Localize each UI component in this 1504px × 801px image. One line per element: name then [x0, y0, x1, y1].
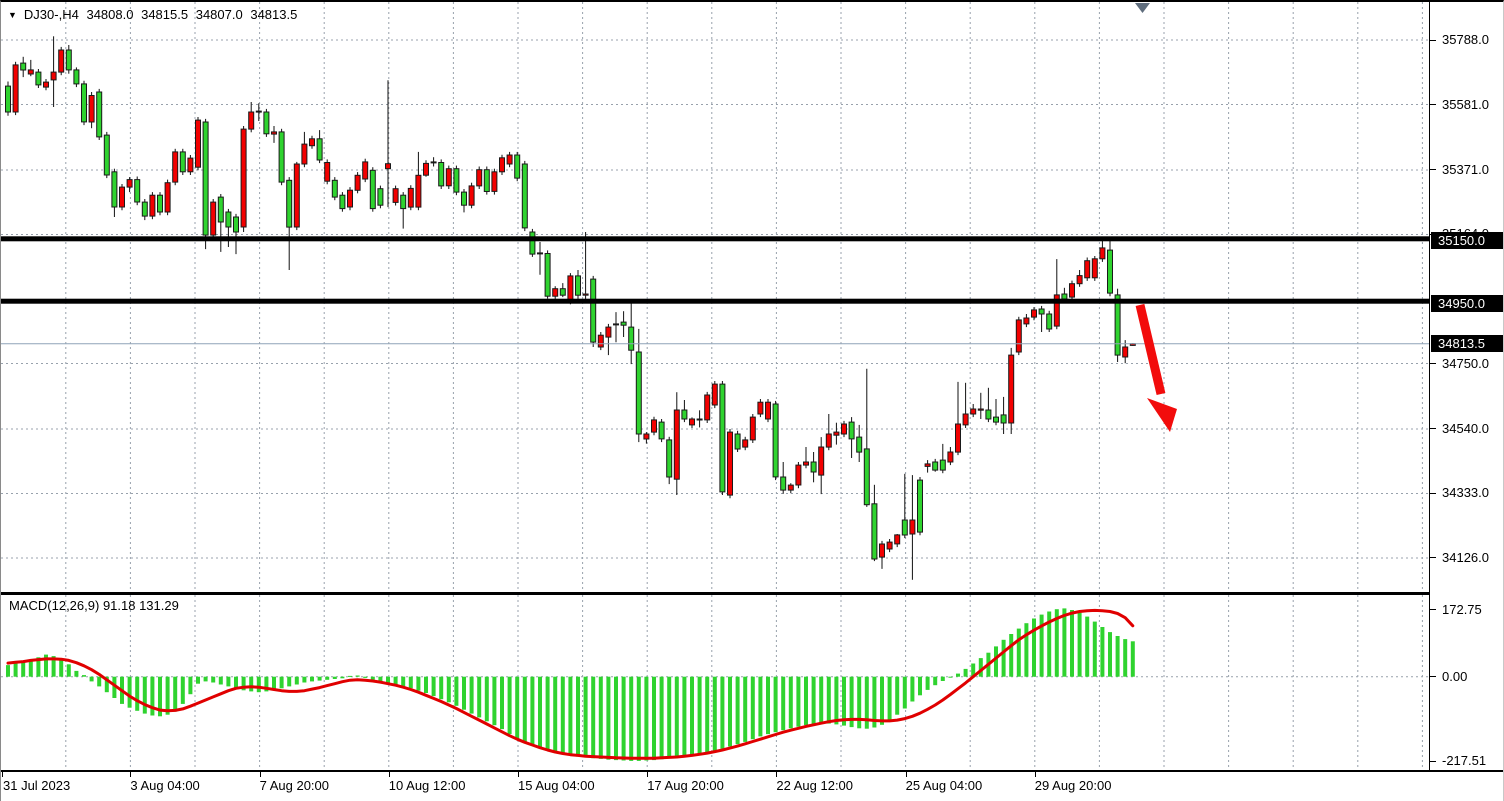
time-tick-label: 22 Aug 12:00 — [776, 778, 854, 793]
macd-indicator-canvas[interactable] — [1, 595, 1429, 770]
panel-separator[interactable] — [1, 592, 1429, 595]
axis-tick-mark — [1430, 428, 1436, 430]
axis-tick-mark — [1430, 676, 1436, 678]
close-value: 34813.5 — [250, 7, 298, 22]
axis-tick-mark — [1430, 760, 1436, 762]
axis-tick-mark — [1430, 39, 1436, 41]
macd-tick-label: -217.51 — [1442, 753, 1487, 769]
time-axis[interactable]: 31 Jul 2023 3 Aug 04:00 7 Aug 20:00 10 Aug … — [1, 772, 1503, 801]
price-tick-label: 34750.0 — [1442, 355, 1489, 371]
level-price-badge: 34950.0 — [1431, 294, 1503, 312]
axis-tick-mark — [1430, 169, 1436, 171]
axis-tick-mark — [1430, 492, 1436, 494]
chevron-down-icon[interactable]: ▼ — [8, 10, 17, 20]
symbol-period-label: DJ30-,H4 — [23, 7, 79, 22]
time-tick-mark — [2, 772, 3, 777]
time-tick-mark — [905, 772, 907, 777]
time-tick-label: 15 Aug 04:00 — [518, 778, 595, 793]
time-tick-label: 3 Aug 04:00 — [130, 778, 200, 793]
time-tick-label: 7 Aug 20:00 — [259, 778, 329, 793]
chart-title[interactable]: ▼ DJ30-,H4 34808.0 34815.5 34807.0 34813.… — [8, 7, 301, 22]
time-tick-mark — [130, 772, 132, 777]
axis-tick-mark — [1430, 104, 1436, 106]
time-tick-mark — [647, 772, 649, 777]
time-tick-label: 17 Aug 20:00 — [647, 778, 724, 793]
time-tick-mark — [776, 772, 778, 777]
time-tick-mark — [259, 772, 261, 777]
macd-tick-label: 172.75 — [1442, 601, 1482, 617]
time-tick-mark — [1034, 772, 1036, 777]
price-tick-label: 34126.0 — [1442, 549, 1489, 565]
price-tick-label: 34540.0 — [1442, 420, 1489, 436]
price-tick-label: 35581.0 — [1442, 96, 1489, 112]
high-value: 34815.5 — [141, 7, 189, 22]
price-tick-label: 34333.0 — [1442, 485, 1489, 501]
open-value: 34808.0 — [86, 7, 134, 22]
price-tick-label: 35371.0 — [1442, 161, 1489, 177]
low-value: 34807.0 — [195, 7, 243, 22]
axis-tick-mark — [1430, 363, 1436, 365]
current-price-badge: 34813.5 — [1431, 335, 1503, 353]
time-tick-mark — [388, 772, 390, 777]
time-tick-mark — [518, 772, 519, 777]
time-tick-label: 25 Aug 04:00 — [905, 778, 983, 793]
price-tick-label: 35788.0 — [1442, 32, 1489, 47]
price-axis[interactable]: 35788.035581.035371.035164.034750.034540… — [1429, 2, 1503, 772]
axis-tick-mark — [1430, 609, 1436, 611]
time-tick-label: 10 Aug 12:00 — [388, 778, 466, 793]
level-price-badge: 35150.0 — [1431, 232, 1503, 250]
time-tick-label: 31 Jul 2023 — [3, 778, 71, 793]
time-tick-label: 29 Aug 20:00 — [1034, 778, 1112, 793]
axis-tick-mark — [1430, 557, 1436, 559]
price-chart-canvas[interactable] — [1, 2, 1429, 592]
macd-indicator-label: MACD(12,26,9) 91.18 131.29 — [9, 598, 179, 613]
macd-tick-label: 0.00 — [1442, 668, 1468, 684]
time-axis-border — [1, 770, 1503, 772]
